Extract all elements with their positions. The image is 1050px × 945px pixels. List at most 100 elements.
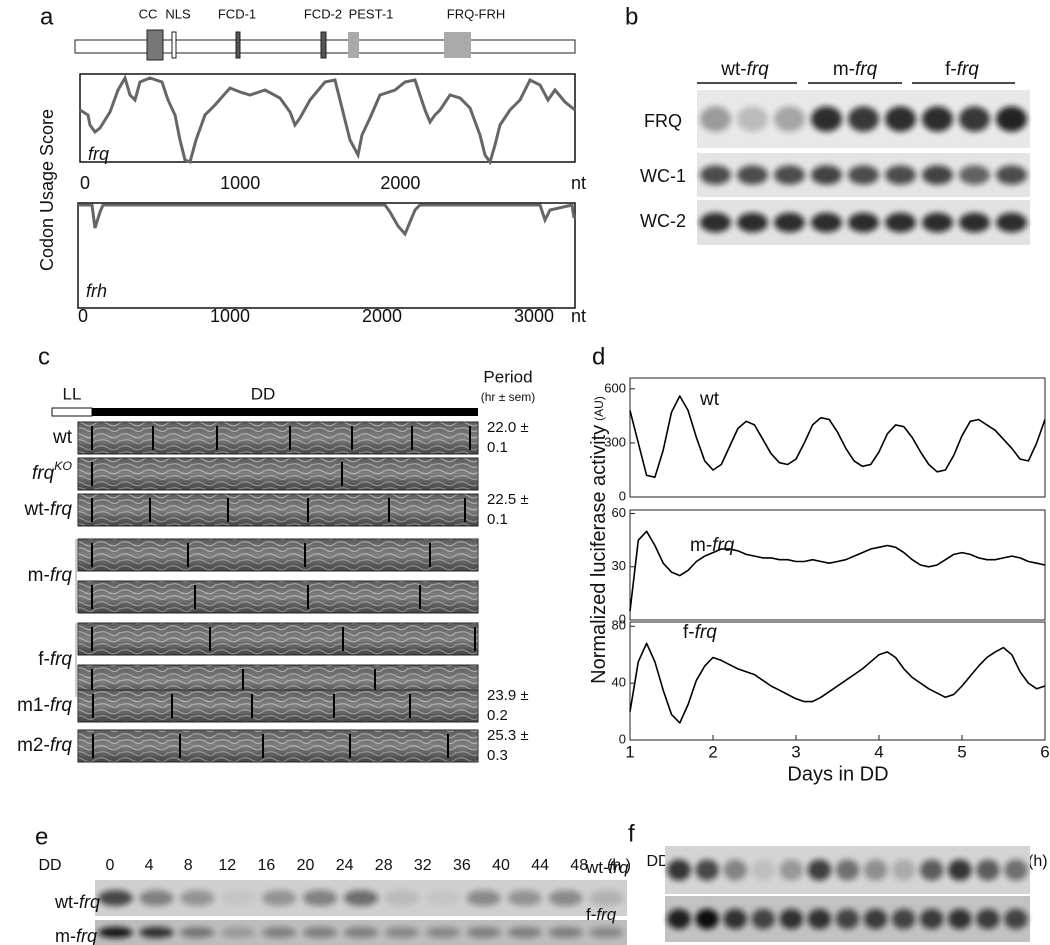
period-value: 25.3 ±: [487, 727, 529, 744]
time-tick: 12: [218, 857, 236, 874]
row-label: wt-frq: [54, 892, 100, 912]
band: [884, 212, 917, 233]
series-label: f-frq: [683, 622, 717, 643]
label-part: frq: [50, 565, 73, 586]
band: [810, 212, 843, 233]
band: [180, 890, 215, 906]
series-label: wt: [699, 389, 720, 410]
row-label: WC-1: [640, 166, 686, 186]
time-tick: 24: [336, 857, 354, 874]
x-tick-label: 1000: [210, 306, 250, 326]
band: [507, 927, 542, 938]
domain-box: [171, 31, 177, 59]
period-unit: (hr ± sem): [481, 390, 536, 404]
time-tick: 44: [531, 857, 549, 874]
y-tick-label: 0: [619, 731, 626, 746]
time-tick: 0: [106, 857, 115, 874]
strain-label: wt: [52, 427, 73, 448]
y-tick-label: 60: [612, 505, 626, 520]
tube-shine: [78, 539, 478, 571]
strain-label: f-frq: [38, 649, 72, 670]
label-part: frq: [855, 59, 878, 80]
domain-box: [320, 31, 327, 59]
x-tick-label: 6: [1040, 742, 1049, 761]
x-tick-label: 2000: [362, 306, 402, 326]
domain-label: FCD-1: [218, 6, 256, 21]
band: [139, 890, 174, 906]
time-tick: 20: [297, 857, 315, 874]
track-box: [79, 73, 576, 163]
label-part: frq: [747, 59, 770, 80]
band: [548, 927, 583, 938]
label-part: m-: [833, 59, 855, 80]
track-box: [77, 202, 576, 309]
label-part: frq: [712, 535, 735, 556]
y-tick-label: 40: [612, 675, 626, 690]
row-label: FRQ: [644, 111, 682, 131]
band: [773, 212, 806, 233]
label-part: frq: [50, 499, 73, 520]
band: [302, 927, 338, 938]
band: [695, 908, 719, 930]
axis-label: Days in DD: [787, 763, 888, 785]
tube-shine: [78, 494, 478, 526]
band: [695, 859, 719, 881]
time-tick: 16: [258, 857, 276, 874]
label-part: frq: [609, 858, 629, 877]
band: [948, 859, 972, 881]
luciferase-trace: [629, 530, 1046, 612]
time-label: DD: [646, 853, 669, 870]
y-tick-label: 300: [604, 434, 626, 449]
band: [995, 106, 1028, 132]
strain-label: frqKO: [32, 459, 72, 484]
band: [302, 890, 338, 906]
band: [261, 927, 297, 938]
domain-box: [444, 32, 471, 58]
band: [425, 927, 461, 938]
row-label: wt-frq: [585, 858, 629, 877]
period-value: 23.9 ±: [487, 687, 529, 704]
band: [751, 908, 776, 930]
band: [384, 927, 420, 938]
band: [1004, 859, 1028, 881]
band: [810, 106, 843, 132]
time-tick: 36: [453, 857, 471, 874]
time-unit: (h): [1028, 853, 1048, 870]
label-part: f-: [945, 59, 957, 80]
gene-label: frh: [86, 281, 107, 301]
label-part: frq: [695, 622, 718, 643]
band: [958, 106, 991, 132]
band: [139, 927, 174, 938]
band: [466, 927, 501, 938]
strain-label: m1-frq: [17, 695, 72, 716]
domain-label: FCD-2: [304, 6, 342, 21]
period-header: Period: [483, 367, 532, 386]
unit-label: nt: [571, 173, 586, 193]
tube-shine: [78, 730, 478, 762]
label-part: wt-: [54, 892, 79, 912]
time-unit: (h ): [607, 857, 631, 874]
x-tick-label: 2: [708, 742, 717, 761]
domain-box: [146, 29, 164, 61]
band: [847, 165, 880, 185]
domain-label: PEST-1: [349, 6, 394, 21]
band: [891, 908, 916, 930]
label-part: m-: [690, 535, 712, 556]
band: [807, 859, 832, 881]
x-tick-label: 3: [791, 742, 800, 761]
label-part: m-: [55, 926, 76, 945]
band: [835, 859, 860, 881]
group-label: m-frq: [833, 59, 878, 80]
x-tick-label: 1000: [220, 173, 260, 193]
axis-label-unit: (AU): [592, 396, 606, 421]
tube-shine: [78, 422, 478, 454]
band: [507, 890, 542, 906]
band: [343, 927, 379, 938]
label-part: wt-: [720, 59, 746, 80]
period-sem: 0.1: [487, 511, 508, 528]
label-part: frq: [596, 905, 616, 924]
y-tick-label: 0: [619, 488, 626, 503]
label-part: frq: [957, 59, 980, 80]
band: [589, 890, 624, 906]
